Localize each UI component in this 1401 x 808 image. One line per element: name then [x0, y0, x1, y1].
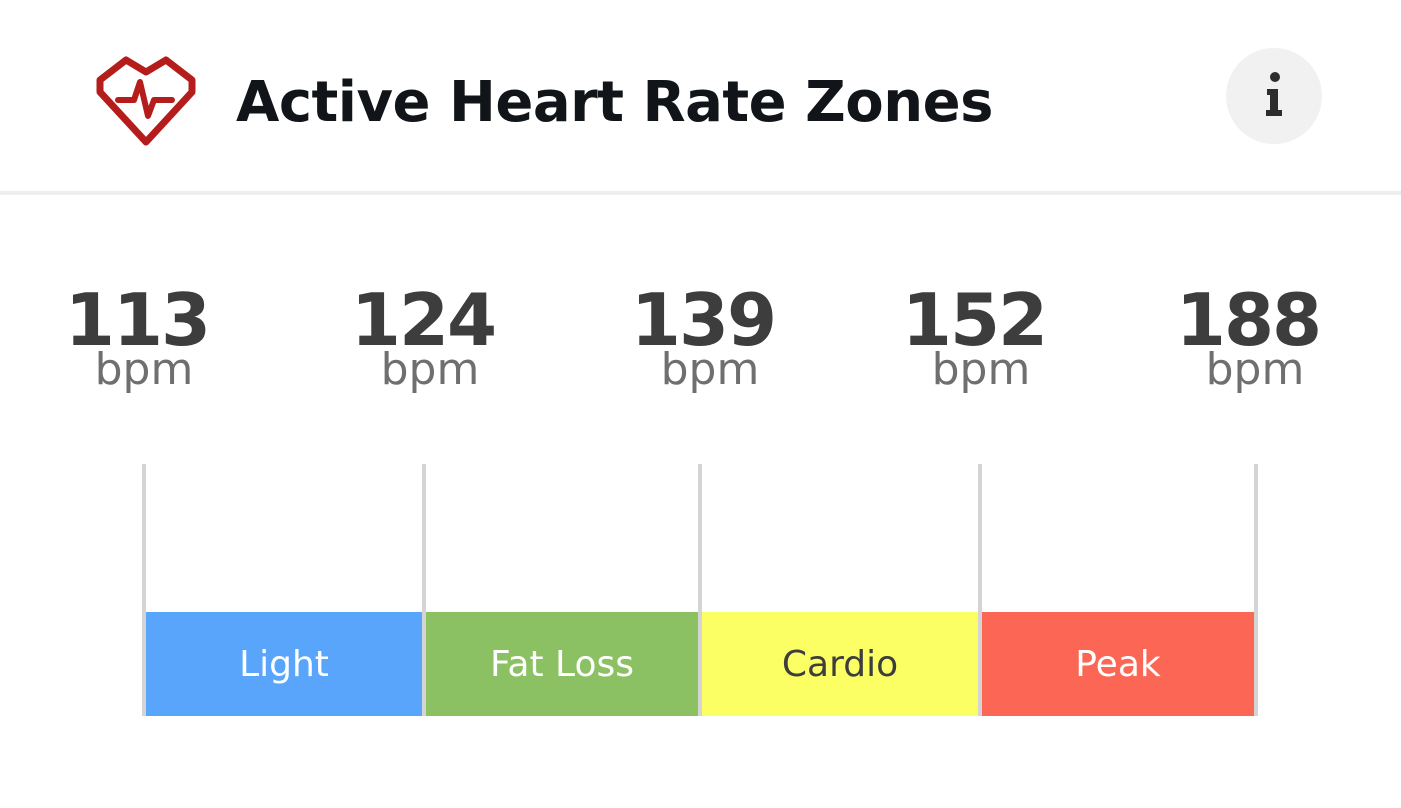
- page-title: Active Heart Rate Zones: [236, 70, 993, 135]
- zone-divider: [142, 464, 146, 716]
- zone-divider: [698, 464, 702, 716]
- zone-cardio: Cardio: [702, 612, 978, 716]
- threshold-value: 139: [630, 278, 777, 362]
- threshold-unit: bpm: [931, 344, 1031, 395]
- zone-light: Light: [146, 612, 422, 716]
- zone-label: Cardio: [781, 643, 899, 685]
- threshold-readout: 139 bpm: [593, 278, 813, 392]
- info-icon: [1266, 72, 1282, 116]
- zone-divider: [1254, 464, 1258, 716]
- zone-peak: Peak: [982, 612, 1254, 716]
- threshold-value: 124: [350, 278, 497, 362]
- heart-pulse-icon: [96, 56, 196, 146]
- threshold-value: 113: [64, 278, 211, 362]
- zone-divider: [422, 464, 426, 716]
- threshold-unit: bpm: [1205, 344, 1305, 395]
- threshold-value: 152: [901, 278, 1048, 362]
- info-button[interactable]: [1226, 48, 1322, 144]
- zone-divider: [978, 464, 982, 716]
- zone-fat-loss: Fat Loss: [426, 612, 698, 716]
- threshold-readout: 188 bpm: [1138, 278, 1358, 392]
- zone-label: Light: [239, 643, 329, 685]
- threshold-readout: 152 bpm: [864, 278, 1084, 392]
- zone-label: Peak: [1075, 643, 1161, 685]
- threshold-unit: bpm: [94, 344, 194, 395]
- threshold-unit: bpm: [380, 344, 480, 395]
- threshold-unit: bpm: [660, 344, 760, 395]
- threshold-readout: 124 bpm: [313, 278, 533, 392]
- threshold-readout: 113 bpm: [27, 278, 247, 392]
- app-header: Active Heart Rate Zones: [0, 0, 1401, 195]
- threshold-value: 188: [1175, 278, 1322, 362]
- zone-label: Fat Loss: [490, 643, 634, 685]
